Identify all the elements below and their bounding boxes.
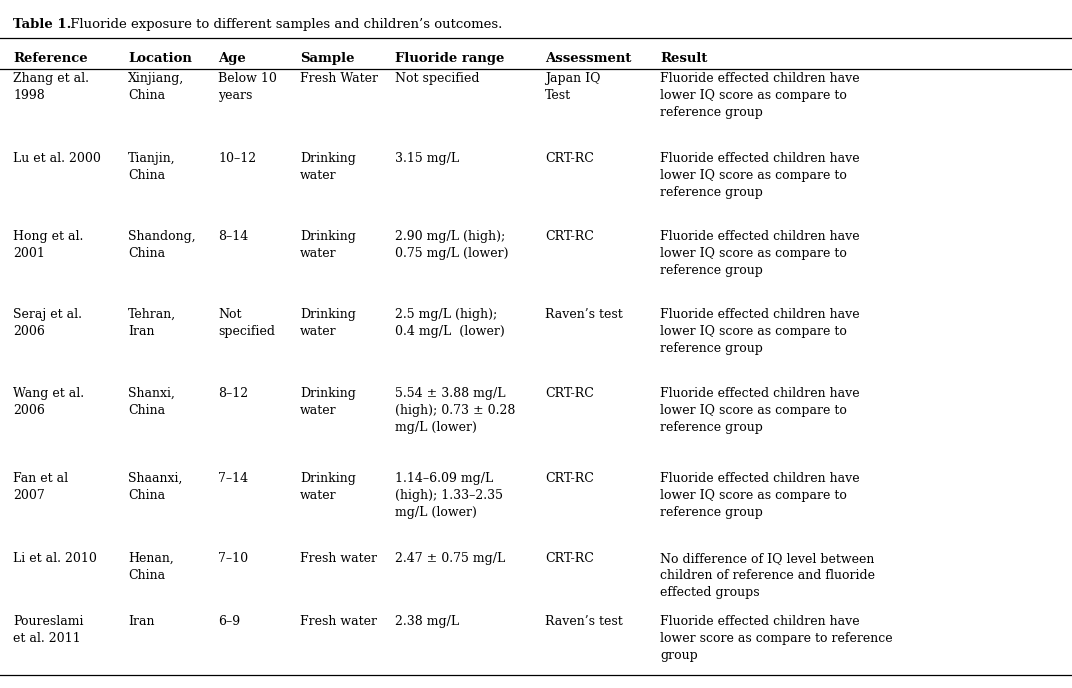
Text: Fresh Water: Fresh Water — [300, 72, 378, 85]
Text: Below 10
years: Below 10 years — [218, 72, 277, 102]
Text: Tehran,
Iran: Tehran, Iran — [128, 308, 176, 338]
Text: Shandong,
China: Shandong, China — [128, 230, 195, 260]
Text: Xinjiang,
China: Xinjiang, China — [128, 72, 184, 102]
Text: Age: Age — [218, 52, 245, 65]
Text: Drinking
water: Drinking water — [300, 387, 356, 417]
Text: CRT-RC: CRT-RC — [545, 552, 594, 565]
Text: Drinking
water: Drinking water — [300, 308, 356, 338]
Text: 10–12: 10–12 — [218, 152, 256, 165]
Text: Fresh water: Fresh water — [300, 615, 377, 628]
Text: 1.14–6.09 mg/L
(high); 1.33–2.35
mg/L (lower): 1.14–6.09 mg/L (high); 1.33–2.35 mg/L (l… — [394, 472, 503, 519]
Text: Fluoride effected children have
lower IQ score as compare to
reference group: Fluoride effected children have lower IQ… — [660, 152, 860, 199]
Text: Not
specified: Not specified — [218, 308, 276, 338]
Text: Henan,
China: Henan, China — [128, 552, 174, 582]
Text: Shaanxi,
China: Shaanxi, China — [128, 472, 182, 502]
Text: Assessment: Assessment — [545, 52, 631, 65]
Text: 3.15 mg/L: 3.15 mg/L — [394, 152, 459, 165]
Text: No difference of IQ level between
children of reference and fluoride
effected gr: No difference of IQ level between childr… — [660, 552, 875, 599]
Text: Zhang et al.
1998: Zhang et al. 1998 — [13, 72, 89, 102]
Text: Not specified: Not specified — [394, 72, 479, 85]
Text: Poureslami
et al. 2011: Poureslami et al. 2011 — [13, 615, 84, 645]
Text: 8–12: 8–12 — [218, 387, 248, 400]
Text: 5.54 ± 3.88 mg/L
(high); 0.73 ± 0.28
mg/L (lower): 5.54 ± 3.88 mg/L (high); 0.73 ± 0.28 mg/… — [394, 387, 516, 433]
Text: Location: Location — [128, 52, 192, 65]
Text: Raven’s test: Raven’s test — [545, 308, 623, 321]
Text: Fresh water: Fresh water — [300, 552, 377, 565]
Text: Fluoride effected children have
lower IQ score as compare to
reference group: Fluoride effected children have lower IQ… — [660, 308, 860, 354]
Text: Drinking
water: Drinking water — [300, 230, 356, 260]
Text: 8–14: 8–14 — [218, 230, 249, 243]
Text: Result: Result — [660, 52, 708, 65]
Text: Sample: Sample — [300, 52, 355, 65]
Text: Table 1.: Table 1. — [13, 18, 72, 31]
Text: Drinking
water: Drinking water — [300, 472, 356, 502]
Text: 2.90 mg/L (high);
0.75 mg/L (lower): 2.90 mg/L (high); 0.75 mg/L (lower) — [394, 230, 508, 260]
Text: Fluoride effected children have
lower IQ score as compare to
reference group: Fluoride effected children have lower IQ… — [660, 72, 860, 118]
Text: CRT-RC: CRT-RC — [545, 472, 594, 485]
Text: Seraj et al.
2006: Seraj et al. 2006 — [13, 308, 81, 338]
Text: CRT-RC: CRT-RC — [545, 387, 594, 400]
Text: Wang et al.
2006: Wang et al. 2006 — [13, 387, 84, 417]
Text: Li et al. 2010: Li et al. 2010 — [13, 552, 96, 565]
Text: 2.5 mg/L (high);
0.4 mg/L  (lower): 2.5 mg/L (high); 0.4 mg/L (lower) — [394, 308, 505, 338]
Text: Reference: Reference — [13, 52, 88, 65]
Text: Fluoride effected children have
lower score as compare to reference
group: Fluoride effected children have lower sc… — [660, 615, 893, 662]
Text: Shanxi,
China: Shanxi, China — [128, 387, 175, 417]
Text: Drinking
water: Drinking water — [300, 152, 356, 182]
Text: Japan IQ
Test: Japan IQ Test — [545, 72, 600, 102]
Text: Fluoride effected children have
lower IQ score as compare to
reference group: Fluoride effected children have lower IQ… — [660, 472, 860, 519]
Text: CRT-RC: CRT-RC — [545, 152, 594, 165]
Text: 2.47 ± 0.75 mg/L: 2.47 ± 0.75 mg/L — [394, 552, 505, 565]
Text: Fluoride effected children have
lower IQ score as compare to
reference group: Fluoride effected children have lower IQ… — [660, 230, 860, 277]
Text: Fluoride range: Fluoride range — [394, 52, 504, 65]
Text: Iran: Iran — [128, 615, 154, 628]
Text: Raven’s test: Raven’s test — [545, 615, 623, 628]
Text: Lu et al. 2000: Lu et al. 2000 — [13, 152, 101, 165]
Text: 6–9: 6–9 — [218, 615, 240, 628]
Text: 7–14: 7–14 — [218, 472, 248, 485]
Text: 2.38 mg/L: 2.38 mg/L — [394, 615, 459, 628]
Text: Hong et al.
2001: Hong et al. 2001 — [13, 230, 84, 260]
Text: Fluoride effected children have
lower IQ score as compare to
reference group: Fluoride effected children have lower IQ… — [660, 387, 860, 433]
Text: Fluoride exposure to different samples and children’s outcomes.: Fluoride exposure to different samples a… — [65, 18, 502, 31]
Text: CRT-RC: CRT-RC — [545, 230, 594, 243]
Text: 7–10: 7–10 — [218, 552, 248, 565]
Text: Tianjin,
China: Tianjin, China — [128, 152, 176, 182]
Text: Fan et al
2007: Fan et al 2007 — [13, 472, 69, 502]
